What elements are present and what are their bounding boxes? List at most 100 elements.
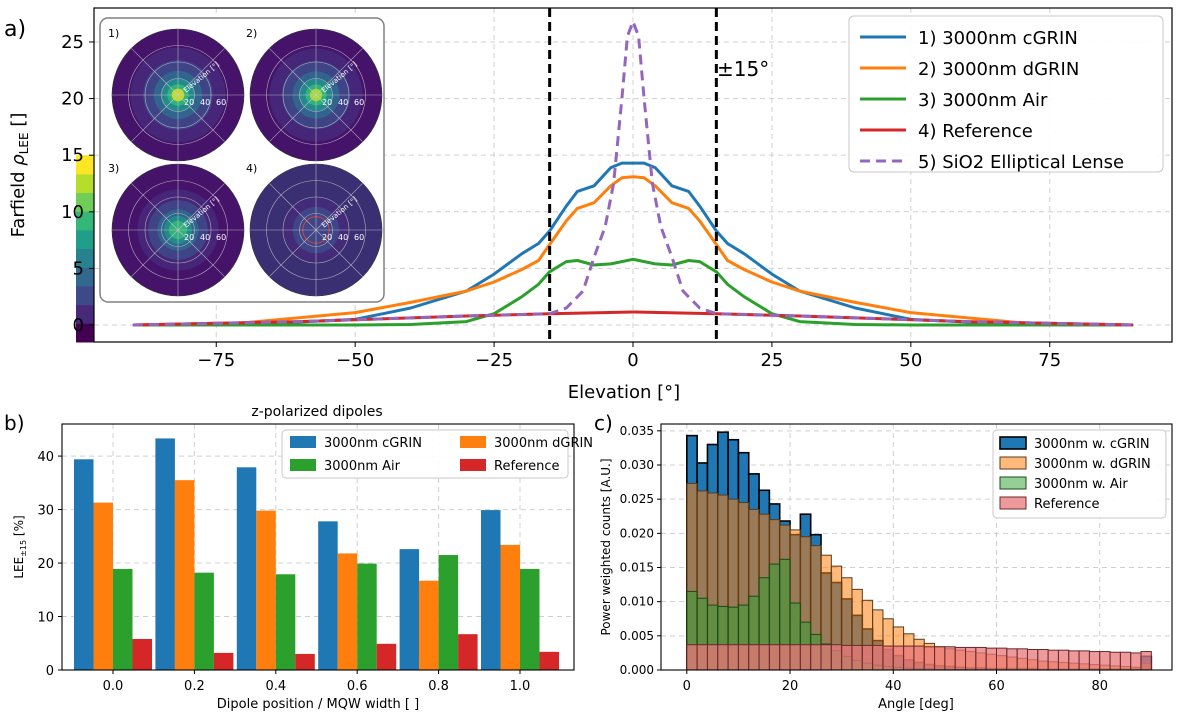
polar-plot-label: 4)	[246, 162, 257, 175]
legend-label: 3000nm w. dGRIN	[1034, 457, 1151, 472]
panel-b-bar	[236, 467, 257, 670]
panel-c-bar	[1057, 649, 1070, 670]
legend-label: 3000nm cGRIN	[324, 436, 422, 451]
panel-c-bars	[686, 431, 1153, 670]
panel-b-bar	[337, 553, 358, 670]
legend-swatch	[460, 459, 486, 471]
colorbar-segment	[76, 304, 94, 324]
legend-box	[848, 15, 1164, 173]
polar-grid-spoke	[315, 94, 363, 142]
panel-a-xtick-label: −75	[197, 350, 235, 371]
panel-c-bar	[975, 646, 987, 670]
panel-a-annotation: ±15°	[717, 57, 769, 81]
colorbar-segment	[76, 155, 94, 175]
panel-b-ticks: 0 10 20 30 40 0.0 0.2 0.4 0.6 0.8 1.0	[37, 450, 530, 694]
panel-c-xtick-label: 40	[885, 679, 902, 694]
panel-c-ytick-label: 0.030	[620, 458, 654, 472]
polar-grid-spoke	[177, 183, 225, 231]
colorbar-segment	[76, 173, 94, 194]
polar-plot-2: 2)Elevation [°]20 40 60	[246, 27, 383, 162]
panel-b-bar	[295, 653, 315, 670]
panel-c-xtick-label: 0	[683, 679, 691, 694]
colorbar-segment	[76, 248, 94, 268]
polar-plot-1: 1)Elevation [°]20 40 60	[108, 27, 245, 162]
panel-c-xtick-label: 20	[782, 679, 799, 694]
polar-grid-spoke	[315, 183, 363, 231]
panel-c-bar	[820, 644, 832, 670]
panel-c-bar	[717, 644, 729, 670]
legend-swatch	[999, 496, 1027, 510]
polar-tick-label: 20	[184, 98, 194, 107]
panel-b-bar	[458, 634, 478, 670]
colorbar-segment	[76, 229, 94, 250]
panel-a-xtick-label: 50	[899, 350, 922, 371]
legend-swatch	[999, 456, 1027, 470]
panel-b-bar	[357, 563, 377, 670]
legend-swatch	[460, 436, 486, 448]
legend-label: 3000nm w. cGRIN	[1034, 437, 1150, 452]
panel-a-series-line	[132, 257, 1134, 327]
panel-c-bar	[1016, 648, 1028, 670]
panel-a-label: a)	[4, 17, 26, 42]
panel-c-bar	[872, 644, 884, 670]
panel-b-xtick-label: 0.0	[103, 679, 124, 694]
panel-c-bar	[706, 644, 719, 670]
polar-tick-label: 20	[184, 233, 194, 242]
polar-grid-spoke	[131, 229, 179, 277]
panel-b-bar	[256, 510, 276, 670]
panel-b-ytick-label: 40	[37, 450, 54, 465]
colorbar-segment	[76, 211, 94, 231]
panel-c-ytick-label: 0.020	[620, 526, 654, 540]
colorbar-segment	[76, 267, 94, 287]
legend-swatch	[999, 476, 1027, 490]
panel-c-ytick-label: 0.000	[620, 663, 654, 677]
panel-c-ytick-label: 0.025	[620, 492, 654, 506]
panel-c-bar	[1068, 650, 1080, 670]
panel-c-xtick-label: 60	[988, 679, 1005, 694]
panel-b-ytick-label: 10	[37, 611, 54, 626]
panel-c-bar	[892, 645, 905, 670]
panel-a-ytick-label: 15	[61, 145, 84, 166]
panel-a-legend: 1) 3000nm cGRIN 2) 3000nm dGRIN 3) 3000nm …	[848, 15, 1164, 173]
panel-c-bar	[861, 644, 874, 670]
polar-tick-label: 40	[338, 233, 348, 242]
polar-tick-label: 60	[354, 98, 364, 107]
polar-grid-spoke	[177, 48, 225, 96]
panel-c-ytick-label: 0.035	[620, 424, 654, 438]
panel-c-label: c)	[594, 411, 613, 435]
panel-b-bar	[438, 555, 459, 670]
panel-a-xlabel: Elevation [°]	[568, 382, 680, 403]
polar-plot-3: 3)Elevation [°]20 40 60	[108, 162, 245, 297]
panel-a-ytick-label: 10	[61, 202, 84, 223]
panel-b-bar	[213, 652, 234, 670]
panel-c-bar	[1078, 650, 1090, 670]
legend-label: Reference	[1034, 497, 1099, 512]
panel-a-ylabel: Farfield ρLEE []	[8, 113, 31, 238]
panel-b-xlabel: Dipole position / MQW width [ ]	[217, 697, 419, 712]
panel-b-bar	[419, 580, 439, 670]
panel-b-bar	[376, 643, 397, 670]
panel-c-bar	[1026, 649, 1039, 670]
panel-b-frame	[61, 423, 575, 671]
polar-tick-label: 60	[216, 98, 226, 107]
panel-c-bar	[954, 646, 967, 670]
panel-b-bars	[74, 438, 559, 670]
legend-label: 3000nm w. Air	[1034, 477, 1128, 492]
panel-c-xlabel: Angle [deg]	[878, 697, 954, 712]
panel-b-bar	[481, 510, 501, 670]
polar-plot-label: 1)	[108, 27, 119, 40]
panel-b-bar	[539, 651, 559, 670]
legend-label: Reference	[494, 459, 559, 474]
panel-c-bar	[779, 644, 791, 670]
panel-c-xtick-label: 80	[1091, 679, 1108, 694]
panel-a-xtick-label: −25	[475, 350, 513, 371]
panel-b-xtick-label: 0.4	[265, 679, 286, 694]
polar-plot-label: 3)	[108, 162, 119, 175]
panel-b-bar	[520, 568, 540, 670]
legend-label: 3) 3000nm Air	[918, 90, 1048, 111]
panel-b-xtick-label: 1.0	[510, 679, 531, 694]
panel-c-bar	[789, 644, 801, 670]
panel-b-xtick-label: 0.6	[347, 679, 368, 694]
panel-b-bar	[194, 572, 214, 670]
